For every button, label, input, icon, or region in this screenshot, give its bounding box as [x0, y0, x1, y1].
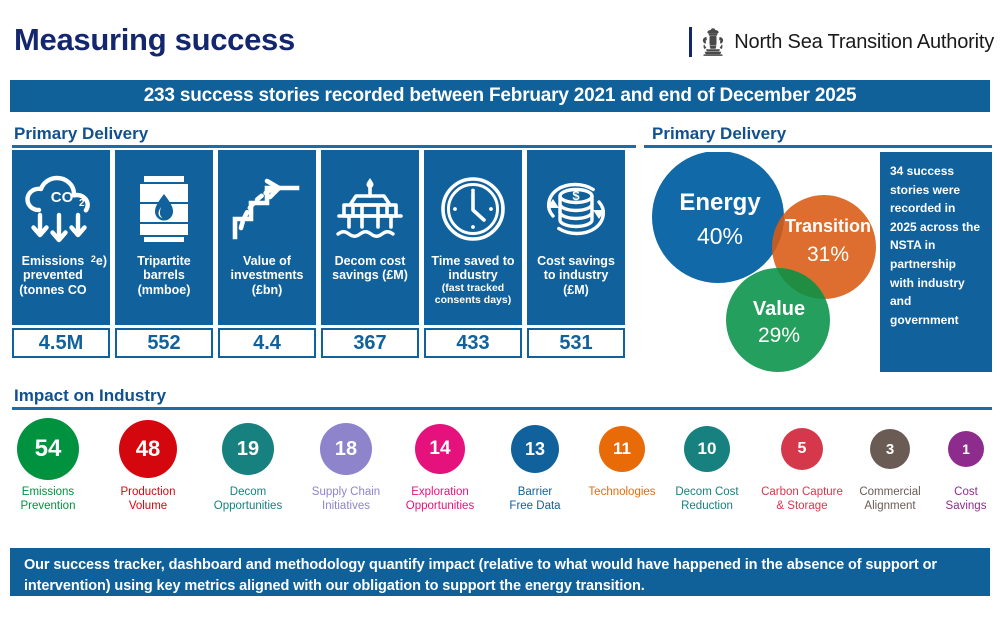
tile-label-main: Time saved to industry [431, 254, 515, 283]
venn-circle-energy [652, 152, 784, 283]
tile-emissions-prevented[interactable]: CO 2 Emissions prevented (tonnes CO 2 e) 4… [12, 150, 110, 358]
tile-value: 4.4 [218, 328, 316, 358]
impact-circle: 1 [948, 431, 984, 467]
venn-label-energy: Energy [679, 189, 761, 216]
section-heading-primary-delivery-right: Primary Delivery [652, 124, 787, 143]
svg-text:2: 2 [79, 198, 85, 209]
impact-circle-item[interactable]: 19 Decom Opportunities [188, 418, 308, 513]
impact-circle: 54 [17, 418, 79, 480]
section-heading-primary-delivery-left: Primary Delivery [14, 124, 149, 143]
venn-percent-transition: 31% [807, 243, 849, 266]
tile-value: 433 [424, 328, 522, 358]
impact-circle: 5 [781, 428, 823, 470]
tile-body: Decom cost savings (£M) [321, 150, 419, 325]
tile-body: $ Cost savings to industry (£M) [527, 150, 625, 325]
impact-circle-item[interactable]: 18 Supply Chain Initiatives [286, 418, 406, 513]
venn-label-value: Value [753, 298, 805, 320]
impact-circle: 48 [119, 420, 177, 478]
section-rule-left [12, 145, 636, 148]
section-rule-impact [12, 407, 992, 410]
tile-value-of-investments[interactable]: Value of investments (£bn) 4.4 [218, 150, 316, 358]
venn-percent-value: 29% [758, 324, 800, 347]
tile-decom-cost-savings[interactable]: Decom cost savings (£M) 367 [321, 150, 419, 358]
impact-circle-item[interactable]: 14 Exploration Opportunities [380, 418, 500, 513]
venn-percent-energy: 40% [697, 223, 743, 249]
tile-cost-savings-to-industry[interactable]: $ Cost savings to industry (£M) 531 [527, 150, 625, 358]
tile-label: Cost savings to industry (£M) [537, 254, 615, 297]
tile-body: Value of investments (£bn) [218, 150, 316, 325]
tile-label: Emissions prevented (tonnes CO 2 e) [19, 254, 107, 297]
impact-circle-label: Cost Savings [945, 486, 987, 512]
svg-text:$: $ [572, 188, 580, 203]
tile-time-saved-to-industry[interactable]: Time saved to industry (fast tracked con… [424, 150, 522, 358]
impact-circle-item[interactable]: 1 Cost Savings [906, 418, 1000, 513]
impact-circle: 3 [870, 429, 910, 469]
primary-delivery-tiles: CO 2 Emissions prevented (tonnes CO 2 e) 4… [12, 150, 625, 358]
impact-on-industry-circles: 54 Emissions Prevention 48 Production Volume 1… [0, 418, 1000, 533]
impact-circle: 10 [684, 426, 730, 472]
impact-circle-label: Supply Chain Initiatives [311, 486, 381, 512]
tile-body: Tripartite barrels (mmboe) [115, 150, 213, 325]
oil-barrel-icon [136, 166, 192, 252]
tile-tripartite-barrels[interactable]: Tripartite barrels (mmboe) 552 [115, 150, 213, 358]
tile-label: Decom cost savings (£M) [332, 254, 408, 283]
co2-cloud-icon: CO 2 [22, 166, 100, 252]
page-title: Measuring success [14, 22, 295, 57]
tile-body: Time saved to industry (fast tracked con… [424, 150, 522, 325]
primary-delivery-venn-chart: Energy 40% Transition 31% Value 29% [648, 152, 878, 372]
section-heading-impact-on-industry: Impact on Industry [14, 386, 167, 405]
tile-value: 4.5M [12, 328, 110, 358]
royal-crest-icon [700, 27, 726, 57]
tile-label: Tripartite barrels (mmboe) [137, 254, 191, 297]
tile-value: 367 [321, 328, 419, 358]
impact-circle-label: Decom Cost Reduction [675, 486, 739, 512]
tile-body: CO 2 Emissions prevented (tonnes CO 2 e) [12, 150, 110, 325]
impact-circle-item[interactable]: 10 Decom Cost Reduction [647, 418, 767, 513]
impact-circle-item[interactable]: 54 Emissions Prevention [0, 418, 108, 513]
impact-circle: 19 [222, 423, 274, 475]
impact-circle-item[interactable]: 3 Commercial Alignment [830, 418, 950, 513]
impact-circle-item[interactable]: 5 Carbon Capture & Storage [742, 418, 862, 513]
impact-circle: 11 [599, 426, 645, 472]
impact-circle-item[interactable]: 13 Barrier Free Data [475, 418, 595, 513]
impact-circle-label: Decom Opportunities [213, 486, 283, 512]
logo-divider [689, 27, 693, 57]
stairs-arrow-icon [231, 166, 303, 252]
svg-text:CO: CO [51, 189, 74, 206]
clock-icon [439, 166, 507, 252]
impact-circle-label: Technologies [588, 486, 656, 498]
venn-side-note: 34 success stories were recorded in 2025… [880, 152, 992, 372]
tile-sublabel: (fast tracked consents days) [434, 281, 512, 306]
organisation-logo: North Sea Transition Authority [689, 27, 994, 57]
tile-value: 531 [527, 328, 625, 358]
headline-banner: 233 success stories recorded between Feb… [10, 80, 990, 112]
footer-note: Our success tracker, dashboard and metho… [10, 548, 990, 596]
impact-circle-label: Carbon Capture & Storage [761, 486, 843, 512]
impact-circle-label: Emissions Prevention [20, 486, 76, 512]
tile-label: Time saved to industry (fast tracked con… [424, 252, 522, 325]
logo-text: North Sea Transition Authority [734, 30, 994, 53]
impact-circle-label: Barrier Free Data [509, 486, 561, 512]
coins-cycle-icon: $ [539, 166, 613, 252]
impact-circle: 14 [415, 424, 465, 474]
impact-circle: 18 [320, 423, 372, 475]
tile-label: Value of investments (£bn) [230, 254, 304, 297]
impact-circle-label: Commercial Alignment [859, 486, 921, 512]
tile-value: 552 [115, 328, 213, 358]
offshore-platform-icon [331, 166, 409, 252]
impact-circle-label: Production Volume [120, 486, 176, 512]
venn-circle-value [726, 268, 830, 372]
impact-circle-item[interactable]: 48 Production Volume [88, 418, 208, 513]
impact-circle-item[interactable]: 11 Technologies [562, 418, 682, 500]
section-rule-right [644, 145, 992, 148]
page-header: Measuring success [0, 0, 1000, 78]
impact-circle-label: Exploration Opportunities [405, 486, 475, 512]
impact-circle: 13 [511, 425, 559, 473]
venn-label-transition: Transition [785, 216, 871, 236]
